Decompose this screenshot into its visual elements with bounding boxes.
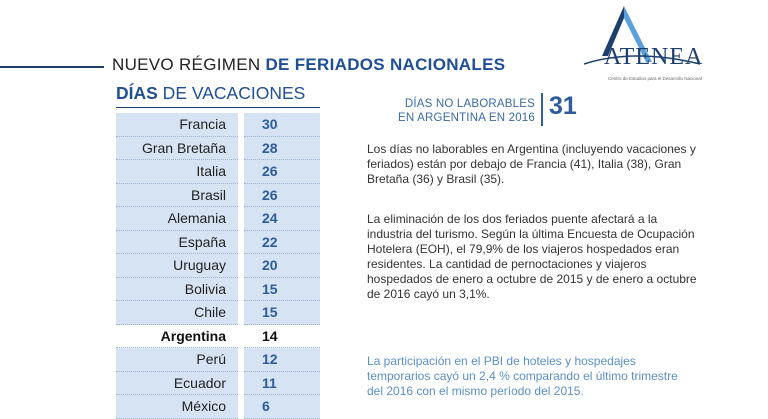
table-row: Brasil 26 <box>116 183 320 207</box>
paragraph-comparison: Los días no laborables en Argentina (inc… <box>367 142 696 186</box>
country-cell: Alemania <box>116 207 238 231</box>
non-working-days-label: DÍAS NO LABORABLES EN ARGENTINA EN 2016 <box>372 97 535 125</box>
days-cell: 20 <box>244 254 320 278</box>
table-row-highlighted: Argentina 14 <box>116 324 320 348</box>
page-title-bold: DE FERIADOS NACIONALES <box>265 55 506 74</box>
vacations-title-regular: DE VACACIONES <box>157 83 306 103</box>
days-cell: 24 <box>244 207 320 231</box>
table-row: México 6 <box>116 395 320 419</box>
days-cell: 15 <box>244 277 320 301</box>
country-cell: Bolivia <box>116 277 238 301</box>
table-row: Gran Bretaña 28 <box>116 136 320 160</box>
country-cell: Chile <box>116 301 238 325</box>
country-cell: Francia <box>116 113 238 137</box>
vacations-rule <box>116 107 320 108</box>
page-title-regular: NUEVO RÉGIMEN <box>112 55 266 74</box>
days-cell: 12 <box>244 348 320 372</box>
country-cell: España <box>116 230 238 254</box>
header-rule <box>0 66 104 68</box>
paragraph-tourism: La eliminación de los dos feriados puent… <box>367 212 697 301</box>
page-title: NUEVO RÉGIMEN DE FERIADOS NACIONALES <box>112 55 505 75</box>
country-cell: Ecuador <box>116 371 238 395</box>
logo-tagline: Centro de Estudios para el Desarrollo Na… <box>608 76 702 81</box>
days-cell: 11 <box>244 371 320 395</box>
days-cell: 26 <box>244 183 320 207</box>
table-row: Alemania 24 <box>116 207 320 231</box>
non-working-days-number: 31 <box>549 92 577 120</box>
table-row: Ecuador 11 <box>116 371 320 395</box>
table-row: Perú 12 <box>116 348 320 372</box>
country-cell: Uruguay <box>116 254 238 278</box>
days-cell: 14 <box>244 324 320 348</box>
days-cell: 26 <box>244 160 320 184</box>
vacations-table: Francia 30 Gran Bretaña 28 Italia 26 Brasil… <box>116 113 320 419</box>
atenea-logo: ATENEA Centro de Estudios para el Desarr… <box>574 4 714 96</box>
days-cell: 30 <box>244 113 320 137</box>
days-cell: 22 <box>244 230 320 254</box>
table-row: Chile 15 <box>116 301 320 325</box>
table-row: Uruguay 20 <box>116 254 320 278</box>
logo-brand: ATENEA <box>604 44 704 70</box>
table-row: Italia 26 <box>116 160 320 184</box>
country-cell: México <box>116 395 238 419</box>
days-cell: 28 <box>244 136 320 160</box>
paragraph-gdp: La participación en el PBI de hoteles y … <box>367 354 678 398</box>
vacations-title: DÍAS DE VACACIONES <box>116 83 305 104</box>
country-cell: Perú <box>116 348 238 372</box>
days-cell: 15 <box>244 301 320 325</box>
table-row: Francia 30 <box>116 113 320 137</box>
non-working-days-line1: DÍAS NO LABORABLES <box>404 98 535 110</box>
pyramid-logo-icon <box>583 6 701 65</box>
non-working-days-line2: EN ARGENTINA EN 2016 <box>398 112 535 124</box>
country-cell: Italia <box>116 160 238 184</box>
table-row: España 22 <box>116 230 320 254</box>
vacations-title-bold: DÍAS <box>116 83 158 103</box>
table-row: Bolivia 15 <box>116 277 320 301</box>
summary-divider <box>541 93 543 126</box>
country-cell: Gran Bretaña <box>116 136 238 160</box>
country-cell: Brasil <box>116 183 238 207</box>
country-cell: Argentina <box>116 324 238 348</box>
